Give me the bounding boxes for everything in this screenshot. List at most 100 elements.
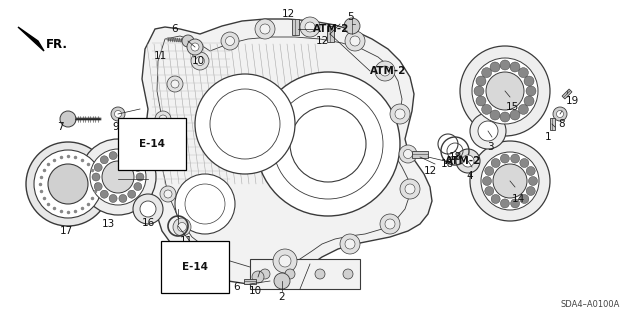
- Circle shape: [460, 46, 550, 136]
- Circle shape: [102, 161, 134, 193]
- Circle shape: [511, 199, 520, 208]
- Circle shape: [182, 35, 194, 47]
- Circle shape: [225, 36, 234, 46]
- Text: 19: 19: [565, 96, 579, 106]
- Circle shape: [510, 110, 520, 120]
- Circle shape: [94, 163, 102, 171]
- Circle shape: [100, 190, 108, 198]
- Circle shape: [300, 17, 320, 37]
- Circle shape: [115, 110, 122, 117]
- Text: 11: 11: [179, 236, 193, 246]
- Polygon shape: [550, 118, 554, 130]
- Circle shape: [136, 173, 144, 181]
- Text: E-14: E-14: [182, 262, 208, 272]
- Text: SDA4–A0100A: SDA4–A0100A: [561, 300, 620, 309]
- Circle shape: [133, 194, 163, 224]
- Circle shape: [510, 62, 520, 72]
- FancyBboxPatch shape: [250, 259, 360, 289]
- Circle shape: [252, 271, 264, 283]
- Circle shape: [490, 62, 500, 72]
- Circle shape: [470, 113, 506, 149]
- Circle shape: [273, 249, 297, 273]
- Circle shape: [343, 269, 353, 279]
- Text: ATM-2: ATM-2: [445, 156, 481, 166]
- Circle shape: [400, 179, 420, 199]
- Circle shape: [154, 151, 170, 167]
- Circle shape: [399, 145, 417, 163]
- Circle shape: [160, 186, 176, 202]
- Circle shape: [472, 58, 538, 124]
- Text: 10: 10: [248, 286, 262, 296]
- Text: 3: 3: [486, 142, 493, 152]
- Circle shape: [470, 141, 550, 221]
- Circle shape: [109, 152, 117, 160]
- Circle shape: [260, 24, 270, 34]
- Circle shape: [279, 255, 291, 267]
- Circle shape: [493, 164, 527, 198]
- Circle shape: [345, 239, 355, 249]
- Circle shape: [26, 142, 110, 226]
- Circle shape: [553, 107, 567, 121]
- Circle shape: [380, 214, 400, 234]
- Circle shape: [100, 156, 108, 164]
- Circle shape: [511, 154, 520, 163]
- Circle shape: [500, 112, 510, 122]
- Circle shape: [164, 190, 172, 198]
- Circle shape: [390, 104, 410, 124]
- Polygon shape: [562, 89, 572, 99]
- Text: 10: 10: [191, 56, 205, 66]
- Circle shape: [109, 195, 117, 203]
- Polygon shape: [142, 19, 432, 284]
- Circle shape: [128, 190, 136, 198]
- Circle shape: [491, 159, 500, 167]
- Text: 6: 6: [172, 24, 179, 34]
- Circle shape: [60, 111, 76, 127]
- Text: 18: 18: [440, 159, 454, 169]
- Circle shape: [119, 152, 127, 160]
- Circle shape: [134, 182, 142, 190]
- Circle shape: [158, 155, 166, 163]
- Polygon shape: [244, 278, 256, 284]
- Text: 12: 12: [316, 36, 328, 46]
- Circle shape: [500, 199, 509, 208]
- Circle shape: [500, 154, 509, 163]
- Text: ATM-2: ATM-2: [313, 24, 349, 34]
- Circle shape: [476, 96, 486, 106]
- Text: ATM-2: ATM-2: [370, 66, 406, 76]
- Circle shape: [177, 222, 186, 232]
- Circle shape: [111, 107, 125, 121]
- Circle shape: [395, 109, 405, 119]
- Circle shape: [340, 234, 360, 254]
- Circle shape: [80, 139, 156, 215]
- Circle shape: [195, 74, 295, 174]
- Text: 12: 12: [282, 9, 294, 19]
- Circle shape: [221, 32, 239, 50]
- Circle shape: [140, 201, 156, 217]
- Circle shape: [167, 76, 183, 92]
- Circle shape: [524, 96, 534, 106]
- Circle shape: [482, 68, 492, 78]
- Circle shape: [476, 76, 486, 86]
- Text: 16: 16: [141, 218, 155, 228]
- Circle shape: [48, 164, 88, 204]
- Circle shape: [486, 72, 524, 110]
- Circle shape: [524, 76, 534, 86]
- Circle shape: [483, 176, 492, 186]
- Circle shape: [159, 115, 167, 123]
- Text: 18: 18: [449, 152, 461, 162]
- Circle shape: [34, 150, 102, 218]
- Circle shape: [173, 218, 191, 236]
- Text: 11: 11: [154, 51, 166, 61]
- Text: 6: 6: [234, 282, 240, 292]
- Polygon shape: [412, 151, 428, 158]
- Circle shape: [491, 195, 500, 204]
- Text: 7: 7: [57, 122, 63, 132]
- Text: 2: 2: [278, 292, 285, 302]
- Circle shape: [134, 163, 142, 171]
- Circle shape: [557, 110, 563, 117]
- Circle shape: [256, 72, 400, 216]
- Polygon shape: [291, 19, 298, 35]
- Circle shape: [171, 80, 179, 88]
- Circle shape: [285, 269, 295, 279]
- Circle shape: [462, 155, 474, 167]
